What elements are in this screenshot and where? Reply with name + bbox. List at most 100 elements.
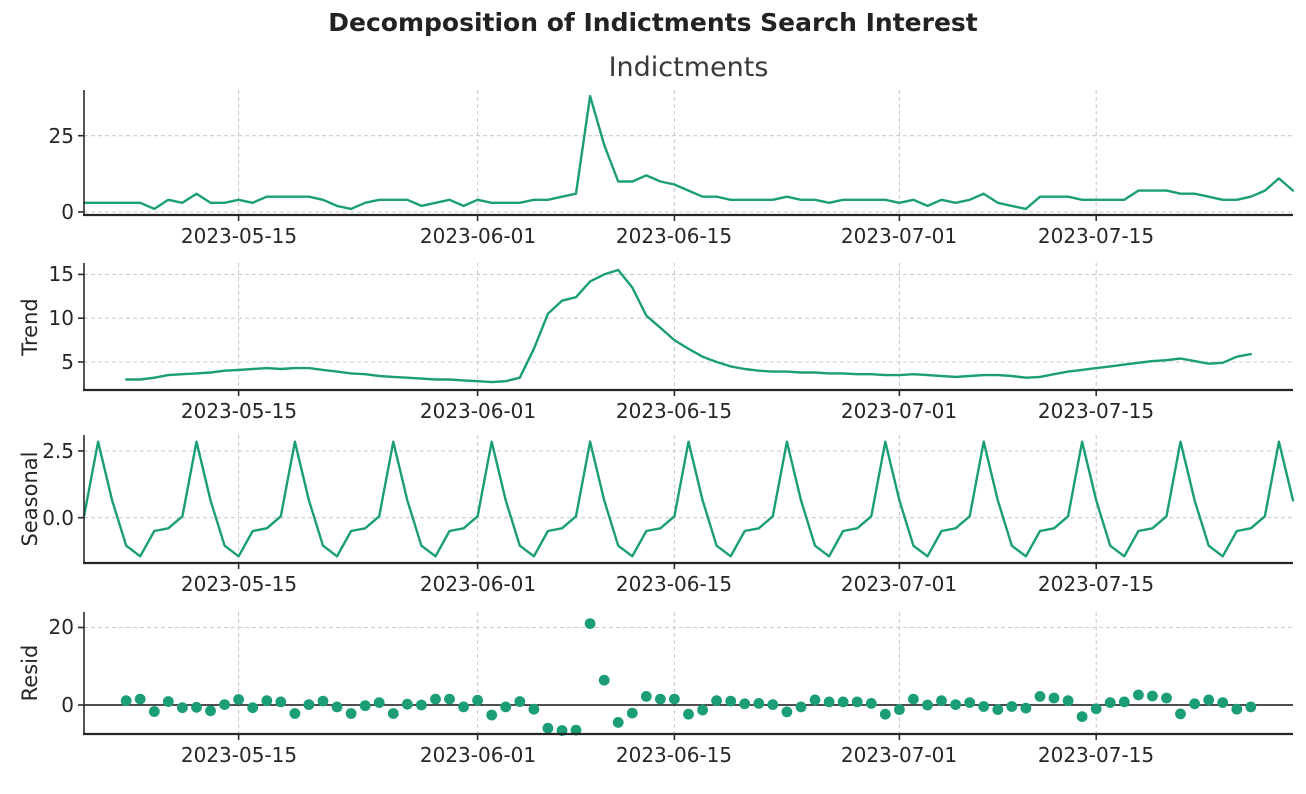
- resid-point: [148, 706, 160, 717]
- series-trend: [124, 268, 1253, 384]
- resid-point: [879, 708, 891, 720]
- resid-point: [1189, 698, 1200, 710]
- resid-point: [640, 691, 652, 702]
- y-tick-label-seasonal: 0.0: [42, 506, 74, 530]
- resid-point: [1231, 703, 1243, 715]
- resid-point: [289, 708, 301, 719]
- figure-title: Decomposition of Indictments Search Inte…: [328, 8, 978, 37]
- resid-point: [303, 699, 315, 710]
- y-tick-label-observed: 0: [61, 200, 74, 224]
- resid-point: [275, 696, 287, 708]
- resid-point: [1133, 689, 1144, 701]
- resid-point: [1245, 701, 1257, 713]
- resid-point: [1048, 692, 1060, 704]
- x-tick-label: 2023-06-01: [419, 743, 537, 767]
- resid-point: [1104, 697, 1116, 708]
- resid-point: [1076, 711, 1088, 722]
- resid-point: [570, 724, 582, 736]
- x-tick-label: 2023-06-15: [615, 572, 733, 596]
- resid-point: [1020, 702, 1032, 714]
- resid-point: [739, 698, 751, 710]
- y-tick-label-trend: 5: [61, 350, 74, 374]
- resid-point: [120, 695, 132, 707]
- resid-point: [1006, 701, 1018, 712]
- resid-point: [205, 705, 216, 717]
- x-tick-label: 2023-05-15: [180, 224, 298, 248]
- resid-point: [669, 693, 680, 705]
- resid-point: [936, 695, 947, 707]
- resid-point: [809, 694, 821, 706]
- resid-point: [317, 695, 329, 707]
- x-tick-label: 2023-05-15: [180, 399, 298, 423]
- x-tick-label: 2023-05-15: [180, 572, 298, 596]
- resid-point: [162, 696, 174, 707]
- resid-point: [1147, 690, 1158, 702]
- x-tick-label: 2023-06-15: [615, 399, 733, 423]
- x-tick-label: 2023-06-15: [615, 743, 733, 767]
- resid-point: [1090, 703, 1102, 715]
- resid-point: [233, 694, 245, 705]
- resid-point: [655, 693, 666, 705]
- x-tick-label: 2023-07-01: [840, 572, 958, 596]
- resid-point: [1161, 692, 1172, 704]
- series-observed: [82, 94, 1295, 211]
- y-tick-label-resid: 0: [61, 693, 74, 717]
- resid-point: [626, 707, 638, 719]
- resid-point: [865, 698, 877, 709]
- resid-point: [683, 708, 694, 720]
- resid-point: [1175, 708, 1186, 720]
- x-tick-label: 2023-06-01: [419, 224, 537, 248]
- x-tick-label: 2023-07-01: [840, 224, 958, 248]
- resid-point: [401, 698, 413, 710]
- y-tick-label-trend: 10: [48, 306, 74, 330]
- resid-point: [191, 701, 202, 713]
- resid-point: [922, 699, 933, 711]
- resid-point: [950, 699, 961, 710]
- x-tick-label: 2023-07-01: [840, 743, 958, 767]
- resid-point: [612, 717, 624, 728]
- resid-point: [387, 708, 399, 719]
- resid-point: [1062, 695, 1074, 707]
- resid-point: [444, 693, 455, 705]
- resid-point: [964, 697, 976, 708]
- resid-point: [894, 704, 905, 715]
- series-seasonal: [82, 440, 1295, 558]
- resid-point: [992, 704, 1004, 715]
- resid-point: [908, 693, 919, 705]
- resid-point: [697, 704, 708, 716]
- y-tick-label-resid: 20: [48, 615, 74, 639]
- x-tick-label: 2023-07-15: [1037, 399, 1155, 423]
- resid-point: [1203, 694, 1215, 706]
- x-tick-label: 2023-07-01: [840, 399, 958, 423]
- resid-point: [345, 708, 357, 719]
- x-tick-label: 2023-07-15: [1037, 743, 1155, 767]
- resid-point: [851, 696, 863, 708]
- resid-point: [542, 722, 554, 734]
- resid-point: [767, 699, 779, 710]
- y-tick-label-seasonal: 2.5: [42, 439, 74, 463]
- resid-point: [795, 701, 807, 713]
- resid-point: [177, 702, 188, 714]
- resid-point: [500, 701, 512, 713]
- resid-point: [134, 693, 146, 705]
- resid-point: [725, 695, 737, 707]
- x-tick-label: 2023-06-15: [615, 224, 733, 248]
- resid-point: [598, 674, 610, 686]
- resid-point: [486, 709, 498, 721]
- resid-point: [528, 703, 540, 715]
- resid-point: [823, 696, 835, 708]
- panel-observed-title: Indictments: [608, 52, 769, 83]
- x-tick-label: 2023-05-15: [180, 743, 298, 767]
- resid-point: [247, 702, 259, 714]
- resid-point: [711, 695, 722, 707]
- x-tick-label: 2023-06-01: [419, 399, 537, 423]
- resid-point: [430, 693, 441, 705]
- resid-point: [219, 699, 231, 710]
- resid-point: [261, 695, 273, 707]
- resid-point: [1217, 697, 1229, 708]
- resid-point: [753, 698, 765, 709]
- x-tick-label: 2023-07-15: [1037, 224, 1155, 248]
- resid-point: [1034, 691, 1046, 702]
